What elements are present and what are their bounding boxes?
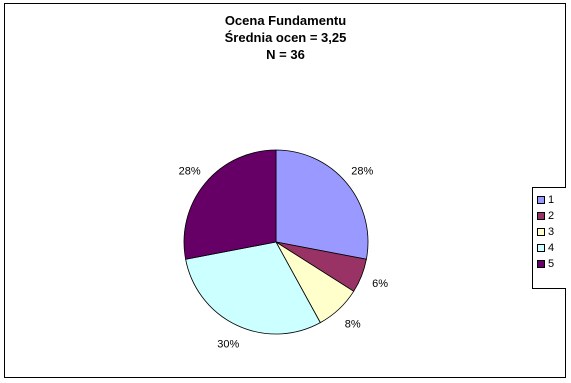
legend-item-4: 4: [533, 240, 566, 256]
pie-slice-5: [183, 149, 277, 260]
legend-swatch-2: [537, 212, 545, 220]
pie-data-label-2: 6%: [372, 278, 388, 290]
legend-item-2: 2: [533, 208, 566, 224]
legend-item-3: 3: [533, 224, 566, 240]
pie-slices: [183, 149, 369, 335]
pie-data-labels: 28% 6% 8% 30% 28%: [179, 166, 389, 351]
chart-title-line-1: Ocena Fundamentu: [224, 13, 347, 28]
legend-item-1: 1: [533, 192, 566, 208]
pie-slice-4: [185, 241, 321, 335]
chart-title-line-2: Średnia ocen = 3,25: [224, 30, 347, 45]
legend-swatch-5: [537, 260, 545, 268]
legend-label-2: 2: [548, 209, 555, 222]
pie-slice-1: [275, 149, 369, 260]
legend: 1 2 3 4 5: [532, 187, 566, 289]
legend-swatch-1: [537, 196, 545, 204]
pie-data-label-3: 8%: [345, 319, 361, 331]
pie-data-label-4: 30%: [217, 338, 239, 350]
legend-label-5: 5: [548, 257, 555, 270]
legend-label-4: 4: [548, 241, 555, 254]
chart-title: Ocena Fundamentu Średnia ocen = 3,25 N =…: [0, 12, 571, 63]
chart-title-line-3: N = 36: [266, 47, 305, 62]
legend-label-3: 3: [548, 225, 555, 238]
legend-swatch-4: [537, 244, 545, 252]
legend-label-1: 1: [548, 193, 555, 206]
legend-swatch-3: [537, 228, 545, 236]
legend-item-5: 5: [533, 256, 566, 272]
pie-data-label-1: 28%: [351, 166, 373, 178]
pie-data-label-5: 28%: [179, 166, 201, 178]
